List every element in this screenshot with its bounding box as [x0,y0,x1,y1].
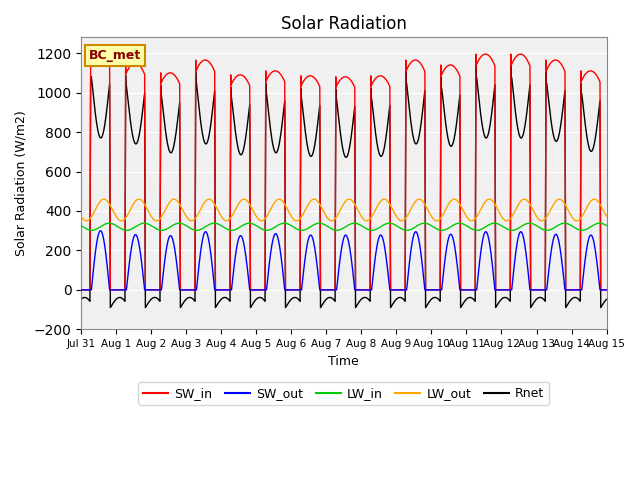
LW_out [380,196,388,202]
Rnet [507,64,515,70]
SW_in [602,287,610,293]
Line: LW_out: LW_out [81,199,606,221]
SW_out [371,263,378,268]
LW_out [370,210,378,216]
LW_out [557,196,564,202]
SW_in [77,287,85,293]
SW_out [497,287,504,293]
SW_out [556,246,564,252]
SW_out [97,228,104,234]
X-axis label: Time: Time [328,355,359,368]
LW_out [359,215,367,221]
SW_in [224,287,232,293]
Rnet [602,297,610,302]
SW_in [96,50,104,56]
LW_out [571,217,579,223]
SW_in [556,60,564,66]
LW_in [557,221,564,227]
LW_in [88,228,95,233]
LW_out [497,212,504,217]
LW_in [77,223,85,228]
SW_out [602,287,610,293]
LW_in [359,224,367,229]
SW_in [571,287,579,293]
LW_out [468,218,476,224]
LW_out [602,213,610,219]
SW_in [359,287,367,293]
Title: Solar Radiation: Solar Radiation [281,15,407,33]
Line: Rnet: Rnet [81,67,606,308]
LW_in [571,225,579,231]
Rnet [497,298,504,303]
LW_in [371,227,378,233]
SW_out [359,287,367,293]
Rnet [359,295,367,301]
Rnet [224,296,232,302]
SW_in [371,77,378,83]
LW_in [497,222,504,228]
SW_out [224,287,232,293]
Rnet [557,125,564,131]
LW_in [602,223,610,228]
Rnet [571,295,579,300]
Legend: SW_in, SW_out, LW_in, LW_out, Rnet: SW_in, SW_out, LW_in, LW_out, Rnet [138,382,550,405]
LW_in [106,220,113,226]
Rnet [371,120,378,125]
LW_out [77,214,85,219]
Line: SW_in: SW_in [81,53,606,290]
SW_out [77,287,85,293]
LW_out [224,218,232,224]
Line: LW_in: LW_in [81,223,606,230]
Rnet [141,305,149,311]
SW_in [497,287,504,293]
Text: BC_met: BC_met [89,49,141,62]
Line: SW_out: SW_out [81,231,606,290]
SW_out [571,287,579,293]
LW_in [224,227,232,232]
Rnet [77,296,85,302]
Y-axis label: Solar Radiation (W/m2): Solar Radiation (W/m2) [15,110,28,256]
